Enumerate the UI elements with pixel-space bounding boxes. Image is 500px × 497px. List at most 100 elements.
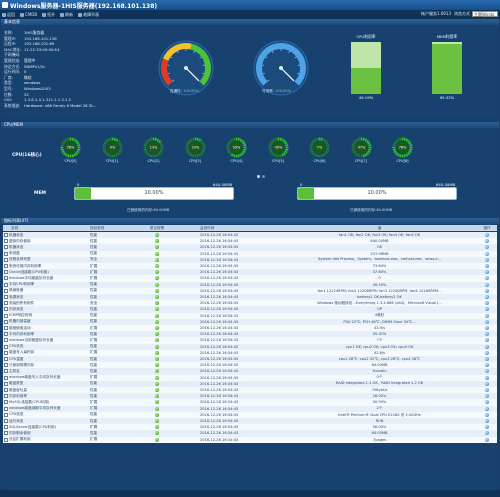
table-row[interactable]: 安装的所有软件 安全 2016-12-26 16:34:43 Windows 驱动程序… [3,300,497,307]
row-checkbox[interactable] [4,264,8,269]
row-checkbox[interactable] [4,332,8,337]
detail-icon[interactable] [485,233,489,238]
row-checkbox[interactable] [4,338,8,343]
table-row[interactable]: 机器内部温度 性能 2016-12-26 16:34:43 PSU 22℃; PCH … [3,318,497,325]
row-checkbox[interactable] [4,251,8,256]
table-row[interactable]: 磁盘吞吐量 性能 2016-12-26 16:34:43 70Byte/s [3,387,497,394]
row-checkbox[interactable] [4,239,8,244]
col-action[interactable]: 操作 [483,225,491,230]
table-row[interactable]: windows平均磁盘队列长度 扩展 2016-12-26 16:34:43 0 [3,275,497,282]
detail-icon[interactable] [485,276,489,281]
cmdb-button[interactable]: CMDB [20,12,37,17]
row-checkbox[interactable] [4,270,8,275]
fault-list-button[interactable]: 故障列表 [78,12,99,18]
pager-dot-1[interactable] [257,175,260,178]
table-row[interactable]: 系统盘 性能 2016-12-26 16:34:43 537.98MB [3,250,497,257]
row-checkbox[interactable] [4,326,8,331]
row-checkbox[interactable] [4,369,8,374]
theme-select[interactable]: 主题Windo [472,11,498,17]
row-checkbox[interactable] [4,319,8,324]
row-checkbox[interactable] [4,307,8,312]
row-checkbox[interactable] [4,406,8,411]
table-row[interactable]: 主机名 性能 2016-12-26 16:34:43 Yuanbin [3,368,497,375]
row-checkbox[interactable] [4,419,8,424]
detail-icon[interactable] [485,257,489,262]
detail-icon[interactable] [485,394,489,399]
col-value[interactable]: 值 [377,225,382,230]
table-row[interactable]: 电源状态 性能 2016-12-26 16:34:43 battery1 OK;bat… [3,294,497,301]
row-checkbox[interactable] [4,288,8,293]
row-checkbox[interactable] [4,400,8,405]
detail-icon[interactable] [485,245,489,250]
table-row[interactable]: 虚拟内存使用 性能 2016-12-26 16:34:43 640.00MB [3,238,497,245]
table-row[interactable]: SQLServer连接数(CPU利用) 扩展 2016-12-26 16:34:43… [3,424,497,431]
table-row[interactable]: 平均CPU利用率 性能 2016-12-26 16:34:43 49.19% [3,281,497,288]
row-checkbox[interactable] [4,301,8,306]
detail-icon[interactable] [485,350,489,355]
row-checkbox[interactable] [4,282,8,287]
detail-icon[interactable] [485,251,489,256]
table-row[interactable]: CPU温度 性能 2016-12-26 16:34:43 cpu1 28℃; cpu2… [3,356,497,363]
detail-icon[interactable] [485,400,489,405]
detail-icon[interactable] [485,344,489,349]
row-checkbox[interactable] [4,363,8,368]
row-checkbox[interactable] [4,425,8,430]
refresh-button[interactable]: 刷新 [60,12,73,18]
detail-icon[interactable] [485,419,489,424]
detail-icon[interactable] [485,307,489,312]
table-row[interactable]: CPU状态 性能 2016-12-26 16:34:43 cpu1 OK; cpu2 … [3,343,497,350]
row-checkbox[interactable] [4,295,8,300]
table-row[interactable]: windows磁盘读取平均队列长度 扩展 2016-12-26 16:34:43 2个 [3,405,497,412]
detail-icon[interactable] [485,270,489,275]
detail-icon[interactable] [485,369,489,374]
row-checkbox[interactable] [4,388,8,393]
topology-button[interactable]: 拓扑 [42,12,55,18]
detail-icon[interactable] [485,425,489,430]
table-row[interactable]: windows磁盘写入平均队列长度 扩展 2016-12-26 16:34:43 0个 [3,374,497,381]
pager-dot-2[interactable] [262,175,265,178]
detail-icon[interactable] [485,313,489,318]
detail-icon[interactable] [485,319,489,324]
detail-icon[interactable] [485,295,489,300]
detail-icon[interactable] [485,406,489,411]
row-checkbox[interactable] [4,233,8,238]
table-row[interactable]: MySQL连接数(CPU利用) 扩展 2016-12-26 16:34:43 50.9… [3,399,497,406]
detail-icon[interactable] [485,282,489,287]
row-checkbox[interactable] [4,437,8,442]
detail-icon[interactable] [485,375,489,380]
detail-icon[interactable] [485,239,489,244]
back-button[interactable]: 返回 [2,12,15,18]
table-row[interactable]: ICMP响应时间 性能 2016-12-26 16:34:43 4毫秒 [3,312,497,319]
table-row[interactable]: 已使用物理内存 性能 2016-12-26 16:34:43 64.00MB [3,362,497,369]
detail-icon[interactable] [485,338,489,343]
row-checkbox[interactable] [4,394,8,399]
row-checkbox[interactable] [4,381,8,386]
row-checkbox[interactable] [4,276,8,281]
detail-icon[interactable] [485,288,489,293]
detail-icon[interactable] [485,326,489,331]
table-row[interactable]: 机器状态 性能 2016-12-26 16:34:43 fan1 OK; fan2 O… [3,232,497,239]
col-category[interactable]: 指标类别 [90,225,105,230]
row-checkbox[interactable] [4,257,8,262]
detail-icon[interactable] [485,332,489,337]
table-row[interactable]: 磁盘使用活动 扩展 2016-12-26 16:34:43 43.9/s [3,325,497,332]
table-row[interactable]: 机器状态 性能 2016-12-26 16:34:43 OK [3,244,497,251]
detail-icon[interactable] [485,357,489,362]
col-time[interactable]: 监测时间 [200,225,215,230]
table-row[interactable]: 磁盘类型 性能 2016-12-26 16:34:43 RAID Integrated… [3,380,497,387]
detail-icon[interactable] [485,363,489,368]
table-row[interactable]: 进程名称列表 安全 2016-12-26 16:34:43 System Idle P… [3,256,497,263]
detail-icon[interactable] [485,301,489,306]
detail-icon[interactable] [485,412,489,417]
table-row[interactable]: 系统可用内存利用率 扩展 2016-12-26 16:34:43 73.64% [3,263,497,270]
detail-icon[interactable] [485,437,489,442]
table-row[interactable]: 内存剩余使用 性能 2016-12-26 16:34:43 64.00MB [3,430,497,437]
table-row[interactable]: CPU信息 性能 2016-12-26 16:34:43 Intel® Pentium… [3,411,497,418]
col-alarm[interactable]: 是否报警 [149,225,165,230]
row-checkbox[interactable] [4,350,8,355]
detail-icon[interactable] [485,381,489,386]
row-checkbox[interactable] [4,313,8,318]
row-checkbox[interactable] [4,344,8,349]
table-row[interactable]: 内存利用率 性能 2016-12-26 16:34:43 28.00% [3,393,497,400]
table-row[interactable]: 磁盘写入每秒钟 扩展 2016-12-26 16:34:43 42.8/s [3,349,497,356]
